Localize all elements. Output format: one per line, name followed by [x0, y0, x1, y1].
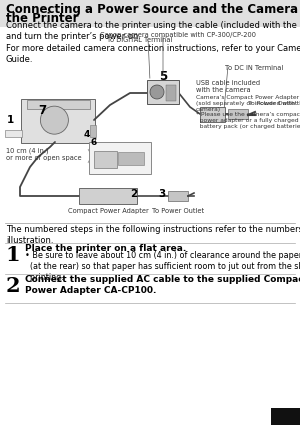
Text: 1: 1: [6, 245, 20, 265]
Text: the Printer: the Printer: [6, 12, 79, 25]
Text: 6: 6: [91, 138, 97, 147]
Text: Compact Power Adapter: Compact Power Adapter: [68, 208, 148, 214]
FancyBboxPatch shape: [168, 191, 188, 201]
FancyBboxPatch shape: [118, 152, 144, 165]
FancyBboxPatch shape: [90, 125, 96, 137]
Text: Connect the supplied AC cable to the supplied Compact
Power Adapter CA-CP100.: Connect the supplied AC cable to the sup…: [25, 275, 300, 295]
Text: To DIGITAL Terminal: To DIGITAL Terminal: [107, 37, 173, 43]
Text: To Power Outlet: To Power Outlet: [152, 208, 204, 214]
Text: Connect the camera to the printer using the cable (included with the camera)
and: Connect the camera to the printer using …: [6, 21, 300, 64]
Text: 5: 5: [159, 70, 167, 82]
FancyBboxPatch shape: [147, 80, 179, 104]
FancyBboxPatch shape: [0, 0, 300, 27]
Text: 1: 1: [6, 115, 14, 125]
Circle shape: [40, 106, 68, 134]
FancyBboxPatch shape: [26, 99, 89, 108]
Text: To DC IN Terminal: To DC IN Terminal: [225, 65, 283, 71]
Text: 3: 3: [158, 189, 166, 199]
FancyBboxPatch shape: [166, 85, 176, 100]
FancyBboxPatch shape: [89, 142, 151, 174]
Text: 7: 7: [38, 104, 46, 116]
Text: 10 cm (4 in.)
or more of open space: 10 cm (4 in.) or more of open space: [6, 147, 82, 161]
Text: 4: 4: [84, 130, 90, 139]
FancyBboxPatch shape: [228, 109, 248, 119]
Text: • Be sure to leave about 10 cm (4 in.) of clearance around the paper-handling sl: • Be sure to leave about 10 cm (4 in.) o…: [25, 251, 300, 282]
Text: Place the printer on a flat area.: Place the printer on a flat area.: [25, 244, 186, 253]
FancyBboxPatch shape: [200, 107, 224, 122]
FancyBboxPatch shape: [79, 188, 137, 204]
Polygon shape: [5, 130, 22, 137]
FancyBboxPatch shape: [271, 408, 300, 425]
Text: 2: 2: [6, 276, 20, 296]
Text: USB cable included
with the camera: USB cable included with the camera: [196, 80, 260, 93]
FancyBboxPatch shape: [21, 99, 95, 143]
Text: To Power Outlet: To Power Outlet: [248, 100, 297, 105]
Text: The numbered steps in the following instructions refer to the numbers in the abo: The numbered steps in the following inst…: [6, 225, 300, 245]
Text: 2: 2: [130, 189, 138, 199]
Circle shape: [150, 85, 164, 99]
Text: Connecting a Power Source and the Camera to: Connecting a Power Source and the Camera…: [6, 3, 300, 16]
Text: Canon camera compatible with CP-300/CP-200: Canon camera compatible with CP-300/CP-2…: [100, 32, 256, 38]
FancyBboxPatch shape: [0, 30, 300, 225]
FancyBboxPatch shape: [94, 150, 116, 167]
Text: Camera’s Compact Power Adapter
(sold separately or included with the
camera)
* P: Camera’s Compact Power Adapter (sold sep…: [196, 95, 300, 129]
